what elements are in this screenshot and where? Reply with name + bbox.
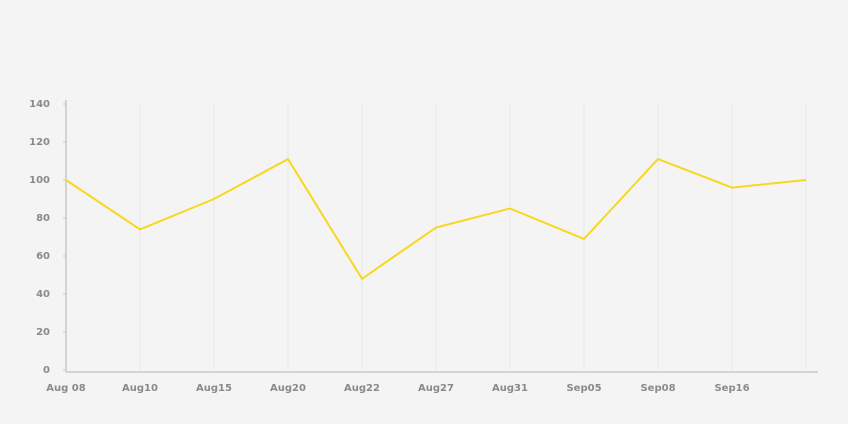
y-tick-label: 120 [29,137,50,148]
x-tick-label: Aug22 [344,383,380,394]
x-tick-label: Aug27 [418,383,454,394]
y-tick-label: 140 [29,99,50,110]
x-tick-label: Sep05 [566,383,601,394]
x-tick-label: Aug 08 [46,383,85,394]
y-tick-label: 80 [36,213,50,224]
x-tick-label: Sep08 [640,383,675,394]
x-tick-label: Aug15 [196,383,232,394]
y-tick-label: 20 [36,327,50,338]
x-tick-label: Aug10 [122,383,158,394]
x-tick-label: Aug20 [270,383,306,394]
y-tick-label: 0 [43,365,50,376]
y-tick-label: 60 [36,251,50,262]
line-series [65,157,807,281]
y-tick-label: 40 [36,289,50,300]
y-tick-label: 100 [29,175,50,186]
x-tick-label: Sep16 [714,383,749,394]
x-tick-label: Aug31 [492,383,528,394]
